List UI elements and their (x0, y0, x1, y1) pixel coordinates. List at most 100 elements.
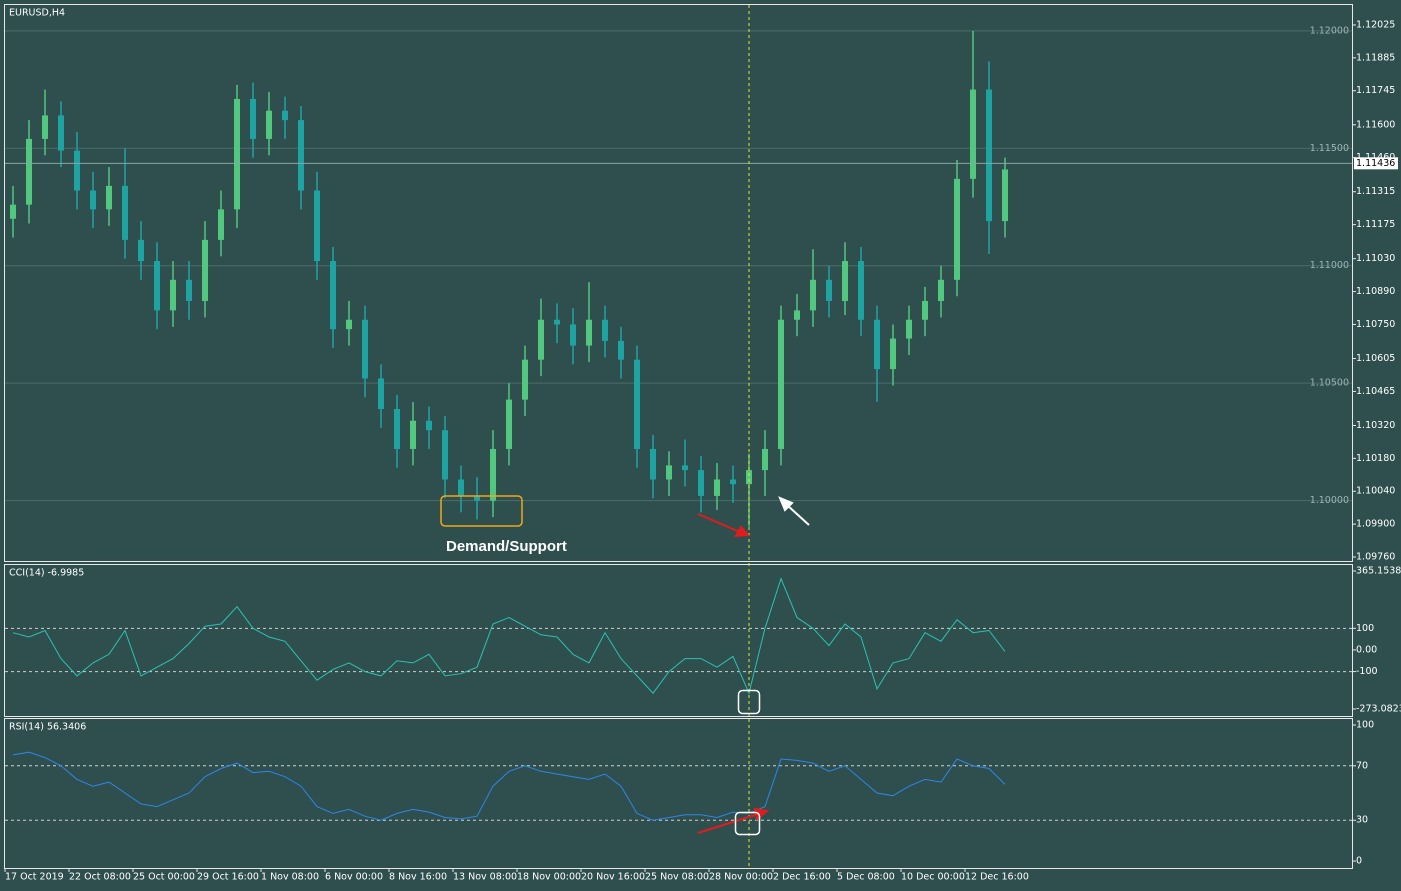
candle-body (122, 185, 128, 240)
candle-body (794, 310, 800, 320)
candle-body (10, 204, 16, 219)
candle-body (90, 190, 96, 210)
candle-body (474, 495, 480, 501)
y-tick-label: 1.09760 (1356, 552, 1395, 563)
annotation: Demand/Support (446, 538, 567, 555)
level-label: 1.10500 (1310, 378, 1349, 389)
y-tick-label: 1.11175 (1356, 219, 1395, 230)
candle-body (266, 110, 272, 139)
candle-body (58, 115, 64, 151)
candle-body (650, 448, 656, 480)
x-tick-label: 6 Nov 00:00 (325, 872, 383, 883)
candle-body (250, 98, 256, 139)
rsi-panel (4, 718, 1353, 869)
candle-body (154, 261, 160, 311)
candle-body (890, 338, 896, 370)
y-tick-label: 1.10465 (1356, 386, 1395, 397)
panel-title: CCI(14) -6.9985 (9, 568, 84, 579)
y-tick-label: 1.11315 (1356, 186, 1395, 197)
candle-body (986, 89, 992, 222)
y-tick-label: 1.10605 (1356, 353, 1395, 364)
last-price-box (1354, 157, 1398, 170)
candle-body (586, 319, 592, 346)
candle-body (138, 239, 144, 262)
highlight-box (734, 811, 761, 836)
candle-body (810, 279, 816, 311)
y-tick-label: 100 (1356, 623, 1374, 634)
candle-body (1002, 169, 1008, 222)
candle-body (506, 399, 512, 449)
level-label: 1.10000 (1310, 495, 1349, 506)
y-tick-label: 1.10180 (1356, 453, 1395, 464)
candle-body (714, 479, 720, 496)
candle-body (218, 209, 224, 240)
x-tick-label: 29 Oct 16:00 (197, 872, 259, 883)
panel-title: EURUSD,H4 (9, 8, 65, 19)
candle-body (442, 430, 448, 480)
candle-body (954, 178, 960, 280)
candle-body (522, 359, 528, 400)
indicator-line (12, 751, 1006, 821)
y-tick-label: 1.10320 (1356, 420, 1395, 431)
y-tick-label: 30 (1356, 815, 1368, 826)
x-tick-label: 8 Nov 16:00 (389, 872, 447, 883)
x-tick-label: 5 Dec 08:00 (837, 872, 895, 883)
y-tick-label: 1.09900 (1356, 519, 1395, 530)
candle-body (906, 319, 912, 339)
candle-body (186, 279, 192, 301)
candle-body (346, 319, 352, 330)
panel-title: RSI(14) 56.3406 (9, 722, 86, 733)
candle-body (730, 479, 736, 485)
demand-box (440, 495, 523, 527)
y-tick-label: 1.10890 (1356, 286, 1395, 297)
candle-body (778, 319, 784, 449)
candle-body (570, 324, 576, 346)
candle-body (458, 479, 464, 496)
candle-body (666, 465, 672, 480)
candle-body (106, 185, 112, 210)
arrow (697, 807, 770, 834)
y-tick-label: 1.11745 (1356, 85, 1395, 96)
candle-body (858, 261, 864, 320)
candle-body (602, 319, 608, 341)
candle-body (298, 120, 304, 191)
candle-body (682, 465, 688, 471)
candle-body (410, 420, 416, 449)
candle-body (874, 319, 880, 370)
y-tick-label: 1.11600 (1356, 119, 1395, 130)
y-tick-label: 100 (1356, 719, 1374, 730)
y-tick-label: 365.1538 (1356, 565, 1401, 576)
candle-body (74, 150, 80, 191)
y-tick-label: -273.0823 (1356, 703, 1401, 714)
candle-body (42, 115, 48, 139)
cci-panel (4, 564, 1353, 717)
x-tick-label: 25 Oct 00:00 (133, 872, 195, 883)
x-tick-label: 20 Nov 16:00 (581, 872, 645, 883)
level-label: 1.11000 (1310, 260, 1349, 271)
candle-body (330, 261, 336, 330)
x-tick-label: 12 Dec 16:00 (965, 872, 1029, 883)
y-tick-label: 70 (1356, 760, 1368, 771)
candle-body (490, 448, 496, 501)
candle-body (26, 138, 32, 205)
candle-body (698, 470, 704, 496)
level-label: 1.11500 (1310, 143, 1349, 154)
y-tick-label: 1.11885 (1356, 52, 1395, 63)
candle-body (618, 340, 624, 360)
y-tick-label: 1.12025 (1356, 19, 1395, 30)
candle-body (826, 279, 832, 301)
candle-body (634, 359, 640, 449)
x-tick-label: 28 Nov 00:00 (709, 872, 773, 883)
y-tick-label: -100 (1356, 666, 1378, 677)
y-tick-label: 0 (1356, 856, 1362, 867)
candle-body (762, 448, 768, 471)
x-tick-label: 18 Nov 00:00 (517, 872, 581, 883)
x-tick-label: 25 Nov 08:00 (645, 872, 709, 883)
y-tick-label: 1.10750 (1356, 319, 1395, 330)
highlight-box (737, 689, 761, 715)
x-tick-label: 22 Oct 08:00 (69, 872, 131, 883)
candle-body (746, 470, 752, 485)
candle-body (938, 279, 944, 301)
